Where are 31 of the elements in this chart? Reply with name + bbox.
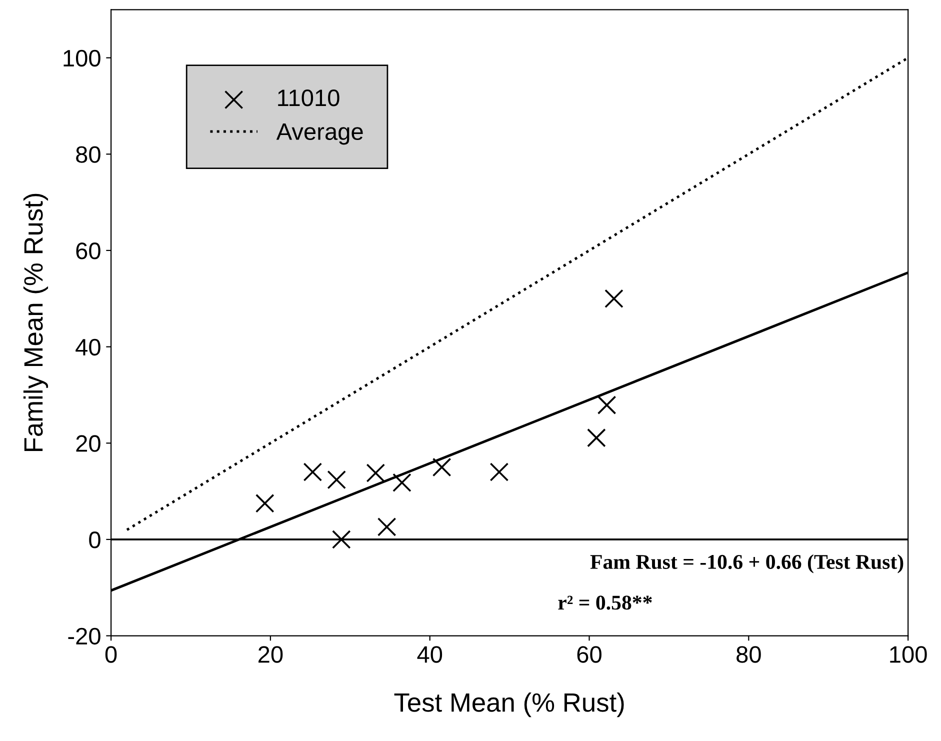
point	[490, 462, 509, 482]
annotation: r² = 0.58**	[558, 596, 652, 610]
y-axis-title: Family Mean (% Rust)	[23, 194, 48, 452]
point	[327, 470, 346, 490]
x-axis-title: Test Mean (% Rust)	[394, 692, 624, 718]
point	[432, 458, 452, 477]
point	[597, 396, 616, 414]
y-tick-label: 0	[89, 532, 100, 548]
y-tick-label: 40	[76, 338, 100, 356]
y-tick-label: 100	[64, 50, 100, 67]
point	[604, 289, 624, 308]
x-tick-label: 80	[736, 646, 761, 663]
point	[332, 530, 351, 549]
x-tick-label: 60	[577, 646, 602, 663]
y-tick-label: 60	[76, 242, 100, 260]
x-tick-label: 100	[890, 646, 927, 663]
legend-label: 11010	[278, 90, 340, 106]
point	[303, 462, 322, 482]
annotation: Fam Rust = -10.6 + 0.66 (Test Rust)	[590, 554, 904, 574]
x-tick-label: 20	[258, 646, 283, 663]
x-tick-label: 0	[105, 646, 117, 663]
point	[392, 473, 412, 492]
point	[366, 464, 386, 482]
point	[587, 428, 606, 448]
point	[255, 494, 274, 513]
legend-label: Average	[276, 124, 363, 145]
y-tick-label: 80	[76, 146, 100, 163]
point	[377, 518, 396, 536]
y-tick-label: 20	[76, 435, 100, 452]
x-tick-label: 40	[417, 646, 442, 663]
y-tick-label: -20	[68, 628, 100, 645]
